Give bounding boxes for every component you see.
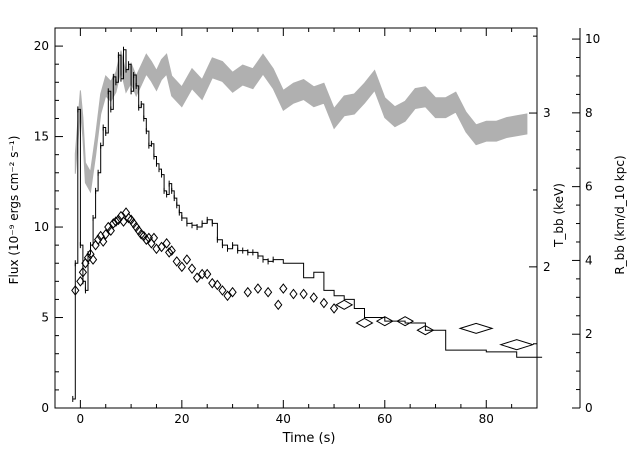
temperature-point (499, 339, 535, 351)
temperature-point (416, 325, 435, 336)
temperature-point (228, 286, 237, 298)
r-tick-label: 6 (585, 180, 593, 194)
radius-band (74, 50, 528, 194)
temperature-point (172, 256, 181, 267)
temperature-point (243, 286, 252, 298)
y-axis-label-right-t: T_bb (keV) (552, 183, 566, 248)
temperature-point (71, 285, 80, 296)
y-axis-label-left: Flux (10⁻⁹ ergs cm⁻² s⁻¹) (7, 136, 21, 285)
temperature-point (355, 317, 374, 329)
x-tick-label: 40 (276, 412, 291, 426)
temperature-point (218, 285, 227, 296)
temperature-point (263, 286, 273, 298)
temperature-point (91, 239, 100, 251)
temperature-point (319, 297, 329, 309)
temperature-point (396, 316, 415, 327)
radius-band-layer (74, 50, 528, 194)
r-tick-label: 4 (585, 253, 593, 267)
temperature-point (192, 272, 202, 284)
y-tick-label: 0 (41, 401, 49, 415)
t-tick-label: 3 (543, 106, 551, 120)
temperature-point (299, 288, 308, 300)
temperature-point (147, 238, 156, 249)
temperature-point (162, 238, 171, 249)
flux-histogram-layer (72, 46, 543, 402)
temperature-point (253, 283, 263, 294)
y-tick-label: 5 (41, 311, 49, 325)
temperature-point (101, 228, 110, 240)
temperature-point (149, 232, 159, 244)
temperature-point (177, 261, 186, 273)
y-tick-label: 15 (34, 130, 49, 144)
temperature-point (88, 254, 98, 265)
temperature-point (124, 212, 133, 224)
temperature-point (213, 279, 222, 291)
plot-frame (54, 27, 538, 409)
x-tick-label: 0 (77, 412, 85, 426)
temperature-point (81, 257, 90, 269)
y-tick-label: 10 (34, 220, 49, 234)
temperature-point (289, 288, 298, 300)
temperature-point (76, 276, 85, 287)
temperature-point (187, 263, 197, 274)
temperature-point (106, 225, 115, 236)
r-tick-label: 8 (585, 106, 593, 120)
temperature-point (165, 247, 174, 258)
temperature-point (78, 266, 88, 278)
temperature-point (279, 283, 288, 294)
y-tick-label: 20 (34, 39, 49, 53)
r-tick-label: 2 (585, 327, 593, 341)
temperature-point (144, 232, 153, 244)
temperature-point (99, 236, 108, 247)
flux-histogram (72, 49, 543, 400)
temperature-point (203, 268, 212, 280)
temperature-point (309, 292, 318, 303)
temperature-point (198, 268, 207, 280)
temperature-point (458, 322, 494, 334)
temperature-point (329, 303, 339, 314)
r-tick-label: 10 (585, 32, 600, 46)
temperature-point (142, 234, 151, 246)
temperature-point (116, 210, 126, 222)
temperature-point (375, 316, 394, 327)
temperature-point (167, 245, 176, 256)
temperature-point (121, 207, 131, 218)
temperature-point (223, 290, 232, 302)
x-tick-label: 60 (377, 412, 392, 426)
temperature-point (157, 241, 166, 253)
temperature-point (109, 218, 118, 229)
x-tick-label: 80 (479, 412, 494, 426)
temperature-point (119, 216, 128, 227)
temperature-diamond-layer (71, 207, 535, 351)
temperature-point (274, 299, 283, 311)
x-tick-label: 20 (174, 412, 189, 426)
x-axis-label: Time (s) (282, 431, 336, 446)
temperature-point (335, 299, 354, 310)
y-axis-label-right-r: R_bb (km/d_10 kpc) (613, 155, 627, 274)
temperature-point (137, 228, 146, 240)
r-tick-label: 0 (585, 401, 593, 415)
axes-layer: 0 20 40 60 80 0 5 10 15 20 2 3 0 2 4 6 8 10 (34, 27, 600, 426)
temperature-point (86, 248, 95, 260)
temperature-point (182, 254, 192, 265)
t-tick-label: 2 (543, 260, 551, 274)
